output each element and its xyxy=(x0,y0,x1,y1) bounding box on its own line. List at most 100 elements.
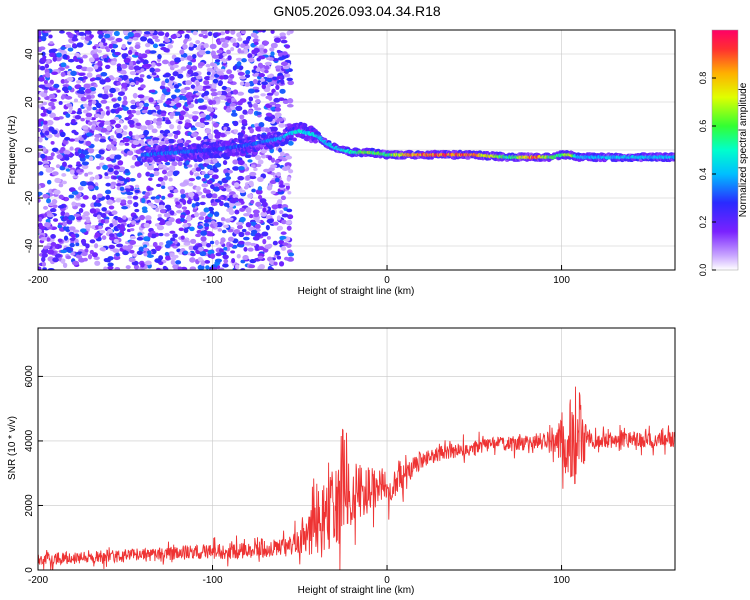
heatmap-cell xyxy=(247,57,255,63)
x-tick-label: -200 xyxy=(28,275,48,286)
heatmap-cell xyxy=(250,199,255,205)
heatmap-cell xyxy=(92,213,98,218)
heatmap-cell xyxy=(164,204,172,209)
heatmap-cell xyxy=(94,232,100,238)
heatmap-cell xyxy=(144,162,150,167)
heatmap-cell xyxy=(177,73,184,79)
heatmap-cell xyxy=(110,40,118,44)
heatmap-cell xyxy=(221,229,227,234)
heatmap-cell xyxy=(135,60,141,65)
heatmap-cell xyxy=(124,142,130,146)
heatmap-cell xyxy=(158,204,165,210)
heatmap-cell xyxy=(62,84,70,88)
heatmap-cell xyxy=(60,71,66,77)
heatmap-cell xyxy=(111,98,117,102)
heatmap-cell xyxy=(250,242,257,247)
heatmap-cell xyxy=(92,45,97,50)
heatmap-cell xyxy=(127,195,133,199)
heatmap-cell xyxy=(161,185,166,189)
heatmap-cell xyxy=(166,171,173,177)
heatmap-cell xyxy=(138,139,145,145)
heatmap-cell xyxy=(146,250,152,256)
heatmap-cell xyxy=(230,30,236,35)
heatmap-cell xyxy=(106,199,114,205)
heatmap-cell xyxy=(279,151,285,157)
heatmap-cell xyxy=(47,249,55,255)
heatmap-cell xyxy=(188,245,194,251)
heatmap-cell xyxy=(105,194,111,201)
heatmap-cell xyxy=(161,80,166,87)
heatmap-cell xyxy=(224,130,231,135)
heatmap-cell xyxy=(95,199,101,204)
heatmap-cell xyxy=(130,99,136,105)
heatmap-cell xyxy=(62,161,67,168)
heatmap-cell xyxy=(60,210,66,217)
heatmap-cell xyxy=(122,30,129,34)
heatmap-cell xyxy=(38,84,45,89)
heatmap-cell xyxy=(242,40,250,45)
heatmap-cell xyxy=(40,106,45,111)
heatmap-cell xyxy=(85,88,92,94)
y-tick-label: 0 xyxy=(24,567,35,573)
figure-title: GN05.2026.093.04.34.R18 xyxy=(273,3,441,19)
heatmap-cell xyxy=(121,82,128,88)
heatmap-cell xyxy=(80,117,85,122)
heatmap-cell xyxy=(269,179,277,185)
heatmap-cell xyxy=(191,203,196,208)
heatmap-cell xyxy=(180,193,186,199)
heatmap-cell xyxy=(129,46,134,51)
heatmap-cell xyxy=(241,126,246,131)
heatmap-cell xyxy=(135,149,143,155)
heatmap-cell xyxy=(139,74,145,78)
heatmap-cell xyxy=(51,171,59,176)
heatmap-cell xyxy=(154,38,161,43)
heatmap-cell xyxy=(258,44,265,50)
heatmap-cell xyxy=(180,66,187,71)
heatmap-cell xyxy=(212,122,220,128)
heatmap-cell xyxy=(169,76,175,81)
heatmap-cell xyxy=(132,253,138,257)
heatmap-cell xyxy=(283,182,290,187)
heatmap-cell xyxy=(149,50,157,54)
heatmap-cell xyxy=(253,47,260,53)
heatmap-cell xyxy=(94,260,101,266)
heatmap-cell xyxy=(159,130,165,134)
heatmap-cell xyxy=(243,246,248,252)
heatmap-cell xyxy=(212,32,219,37)
heatmap-cell xyxy=(157,176,164,182)
heatmap-cell xyxy=(41,252,48,258)
heatmap-cell xyxy=(143,102,150,107)
heatmap-cell xyxy=(267,74,273,78)
heatmap-cell xyxy=(149,67,155,73)
heatmap-cell xyxy=(184,38,189,42)
heatmap-cell xyxy=(200,240,208,247)
heatmap-cell xyxy=(270,42,278,49)
heatmap-cell xyxy=(140,125,148,131)
heatmap-cell xyxy=(86,95,92,100)
heatmap-cell xyxy=(253,95,260,99)
heatmap-cell xyxy=(116,81,121,86)
heatmap-cell xyxy=(77,148,82,154)
heatmap-cell xyxy=(99,79,106,85)
heatmap-cell xyxy=(243,236,250,241)
heatmap-cell xyxy=(226,98,232,104)
heatmap-cell xyxy=(96,165,101,170)
heatmap-cell xyxy=(203,222,210,227)
heatmap-cell xyxy=(248,103,253,108)
heatmap-cell xyxy=(176,210,183,214)
heatmap-cell xyxy=(145,119,151,126)
heatmap-cell xyxy=(175,102,182,108)
heatmap-cell xyxy=(67,47,74,52)
heatmap-cell xyxy=(113,238,119,244)
heatmap-cell xyxy=(56,52,62,58)
heatmap-cell xyxy=(260,93,266,97)
heatmap-cell xyxy=(220,132,226,138)
heatmap-cell xyxy=(65,122,71,127)
heatmap-cell xyxy=(43,245,50,250)
heatmap-cell xyxy=(152,140,159,144)
heatmap-cell xyxy=(174,57,182,63)
heatmap-cell xyxy=(74,238,79,244)
colorbar: 0.00.20.40.60.8 Normalized spectral ampl… xyxy=(698,29,749,276)
